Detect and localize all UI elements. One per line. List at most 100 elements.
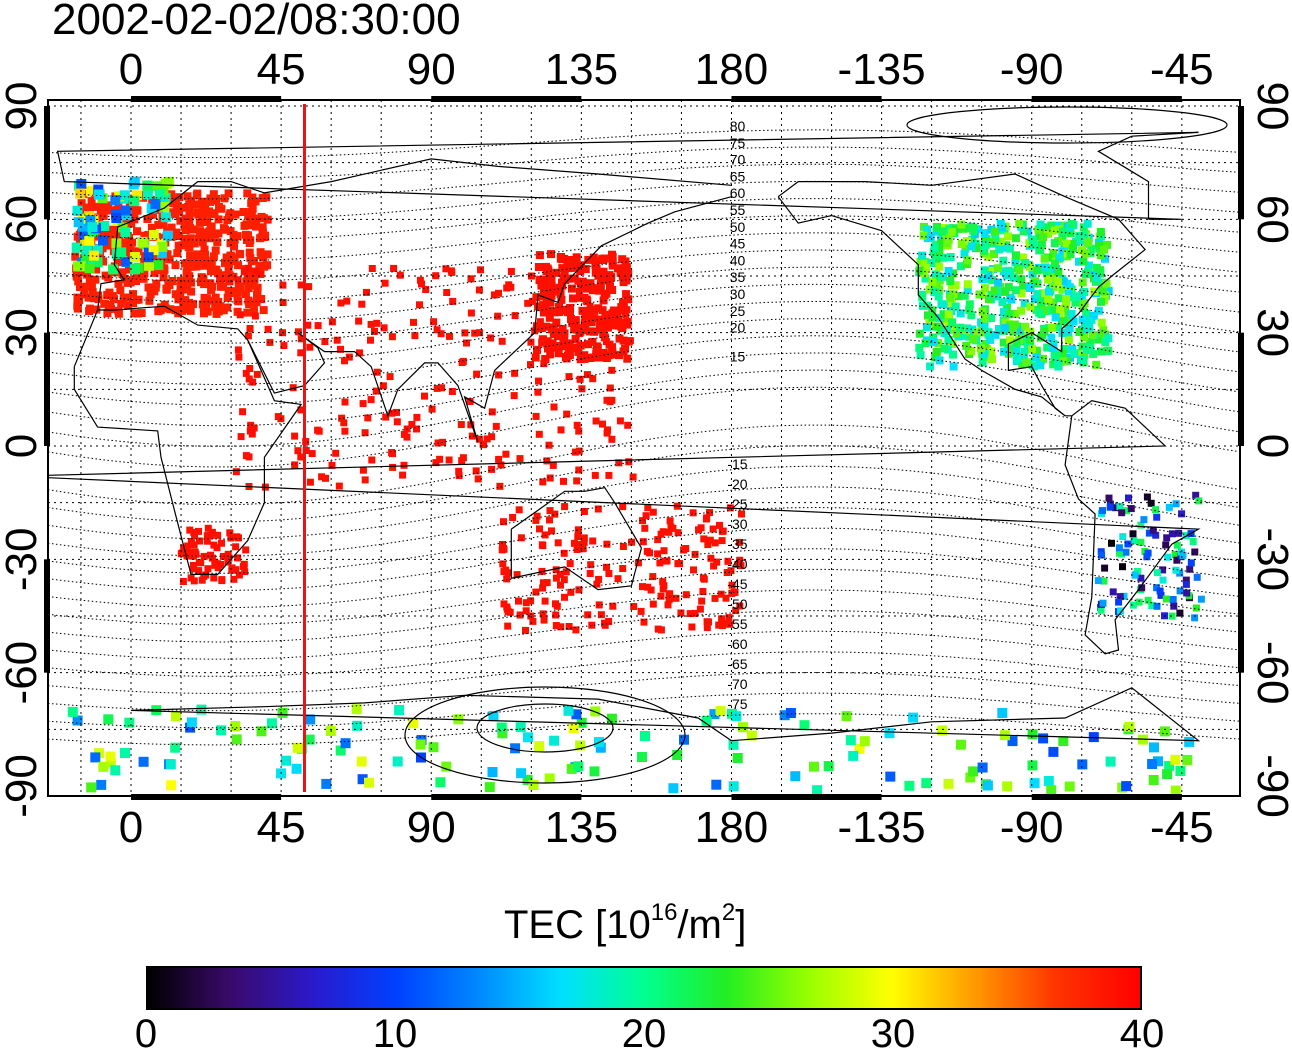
tec-cell-north-america: [1100, 245, 1109, 254]
tec-cell-east-asia: [538, 303, 547, 312]
magnetic-contour: [48, 386, 1240, 468]
tec-cell-east-asia: [619, 298, 627, 307]
magnetic-contour: [48, 465, 1240, 540]
tec-cell-europe: [181, 276, 190, 285]
tec-cell-east-asia: [593, 344, 602, 353]
tec-cell-north-atlantic: [73, 217, 84, 228]
tec-cell-east-asia: [596, 280, 605, 289]
tec-cell-north-america: [1032, 346, 1041, 355]
tec-cell-europe: [134, 247, 143, 256]
coastline: [56, 131, 1199, 220]
tec-cell-asia-scatter: [599, 420, 606, 428]
tec-cell-south-america: [1153, 513, 1161, 521]
tec-cell-europe: [258, 223, 267, 232]
tec-cell-europe: [74, 277, 83, 286]
tec-cell-north-america: [1060, 345, 1069, 353]
tec-cell-north-america: [928, 313, 937, 322]
tec-cell-asia-scatter: [315, 427, 323, 435]
tec-cell-north-america: [1082, 309, 1091, 318]
tec-cell-antarctica: [392, 756, 403, 767]
tec-cell-north-atlantic: [98, 235, 108, 246]
tec-cell-north-america: [940, 344, 949, 353]
tec-cell-north-america: [1017, 275, 1026, 284]
tec-cell-north-america: [1047, 333, 1056, 342]
tec-cell-south-america: [1172, 500, 1180, 508]
tec-cell-asia-scatter: [477, 266, 484, 274]
tec-cell-europe: [97, 202, 106, 211]
tec-cell-north-america: [965, 305, 974, 314]
tec-cell-east-asia: [578, 306, 587, 315]
tec-cell-australia: [703, 624, 711, 632]
tec-cell-east-asia: [532, 293, 541, 302]
tec-cell-south-america: [1186, 565, 1194, 573]
tec-cell-north-america: [1067, 309, 1076, 318]
tec-cell-asia-scatter: [279, 281, 287, 289]
tec-cell-australia: [551, 510, 559, 518]
tec-cell-north-america: [1025, 284, 1034, 292]
tec-cell-north-america: [967, 347, 976, 356]
tec-cell-asia-scatter: [567, 310, 574, 318]
tec-cell-europe: [224, 189, 233, 198]
tec-cell-south-america: [1163, 534, 1171, 542]
tec-cell-asia-scatter: [550, 403, 558, 411]
tec-cell-south-america: [1099, 507, 1106, 515]
tec-cell-europe: [91, 275, 100, 284]
tec-cell-australia: [672, 594, 680, 602]
tec-cell-east-asia: [566, 304, 575, 312]
tec-cell-north-america: [1036, 361, 1045, 369]
tec-cell-asia-scatter: [306, 343, 314, 351]
tec-cell-south-america: [1115, 544, 1123, 552]
tec-cell-asia-scatter: [608, 435, 616, 443]
tec-cell-east-asia: [564, 343, 573, 352]
tec-cell-north-america: [925, 285, 934, 294]
tec-cell-asia-scatter: [235, 353, 243, 361]
tec-cell-antarctica: [292, 742, 303, 753]
tec-cell-europe: [200, 250, 209, 258]
tec-cell-asia-scatter: [438, 384, 445, 392]
tec-cell-north-america: [1084, 238, 1093, 247]
tec-cell-europe: [88, 288, 97, 297]
tec-cell-asia-scatter: [236, 311, 244, 319]
tec-cell-antarctica: [496, 722, 507, 733]
tec-cell-east-asia: [600, 291, 609, 300]
tec-cell-north-america: [1078, 315, 1087, 324]
tec-cell-australia: [609, 602, 617, 610]
tec-cell-antarctica: [497, 728, 508, 739]
tec-cell-australia: [500, 518, 507, 526]
tec-cell-north-america: [995, 325, 1003, 333]
tec-cell-australia: [713, 558, 721, 566]
contour-label-north: 55: [730, 202, 746, 218]
tec-cell-east-asia: [609, 306, 618, 315]
tec-cell-antarctica: [281, 755, 291, 766]
tec-cell-asia-scatter: [335, 482, 343, 490]
tec-cell-north-america: [1001, 243, 1010, 252]
tec-cell-australia: [725, 614, 733, 622]
tec-cell-southern-africa: [214, 564, 222, 572]
tec-cell-south-america: [1120, 592, 1128, 600]
tec-cell-antarctica: [488, 711, 499, 721]
tec-cell-southern-africa: [179, 578, 187, 585]
tec-cell-asia-scatter: [471, 329, 479, 337]
tec-cell-europe: [223, 216, 232, 225]
tec-cell-north-america: [963, 237, 972, 245]
tec-cell-asia-scatter: [289, 384, 297, 392]
tec-cell-south-america: [1145, 529, 1153, 537]
tec-cell-europe: [180, 235, 189, 243]
tec-cell-antarctica: [291, 763, 302, 774]
tec-cell-north-america: [1056, 305, 1065, 314]
tec-cell-europe: [223, 303, 232, 312]
plot-frame: [47, 99, 1241, 797]
tec-cell-europe: [94, 218, 103, 227]
frame-bar-top: [731, 96, 882, 102]
tec-cell-europe: [190, 252, 199, 261]
tec-cell-asia-scatter: [294, 447, 302, 455]
tec-cell-europe: [158, 233, 167, 242]
tec-cell-asia-scatter: [446, 332, 453, 340]
tec-cell-antarctica: [1170, 785, 1181, 796]
tec-cell-asia-scatter: [246, 365, 254, 372]
tec-cell-asia-scatter: [536, 293, 544, 301]
tec-cell-east-asia: [624, 295, 633, 304]
tec-cell-north-america: [965, 332, 973, 341]
contour-label-north: 70: [730, 152, 746, 168]
tec-cell-europe: [215, 203, 223, 211]
